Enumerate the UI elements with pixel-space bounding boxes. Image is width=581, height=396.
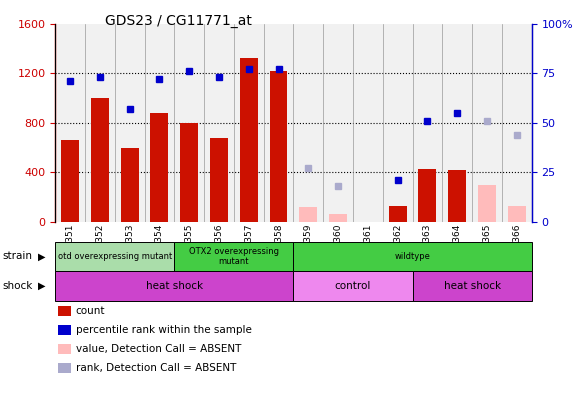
Bar — [204, 24, 234, 222]
Bar — [150, 113, 168, 222]
Text: ▶: ▶ — [38, 281, 45, 291]
Bar — [293, 271, 413, 301]
Bar — [180, 123, 198, 222]
Text: shock: shock — [3, 281, 33, 291]
Bar — [413, 24, 442, 222]
Bar — [121, 147, 139, 222]
Text: heat shock: heat shock — [146, 281, 203, 291]
Text: value, Detection Call = ABSENT: value, Detection Call = ABSENT — [76, 344, 241, 354]
Bar — [449, 170, 466, 222]
Bar — [293, 24, 323, 222]
Bar — [418, 169, 436, 222]
Text: strain: strain — [3, 251, 33, 261]
Bar — [61, 140, 79, 222]
Bar — [442, 24, 472, 222]
Text: ▶: ▶ — [38, 251, 45, 261]
Bar — [55, 271, 293, 301]
Bar — [264, 24, 293, 222]
Text: control: control — [335, 281, 371, 291]
Bar — [472, 24, 502, 222]
Bar — [85, 24, 115, 222]
Bar — [55, 24, 85, 222]
Bar — [389, 206, 407, 222]
Bar — [91, 98, 109, 222]
Bar — [299, 207, 317, 222]
Bar — [383, 24, 413, 222]
Bar — [234, 24, 264, 222]
Bar — [174, 24, 204, 222]
Bar — [55, 242, 174, 271]
Bar — [478, 185, 496, 222]
Bar — [174, 242, 293, 271]
Text: percentile rank within the sample: percentile rank within the sample — [76, 325, 252, 335]
Bar — [329, 214, 347, 222]
Bar — [508, 206, 526, 222]
Bar — [502, 24, 532, 222]
Bar — [413, 271, 532, 301]
Text: GDS23 / CG11771_at: GDS23 / CG11771_at — [105, 14, 252, 28]
Bar — [210, 138, 228, 222]
Bar — [115, 24, 145, 222]
Bar — [240, 58, 258, 222]
Text: OTX2 overexpressing
mutant: OTX2 overexpressing mutant — [189, 247, 279, 266]
Bar — [293, 242, 532, 271]
Text: otd overexpressing mutant: otd overexpressing mutant — [58, 252, 172, 261]
Bar — [323, 24, 353, 222]
Text: heat shock: heat shock — [443, 281, 501, 291]
Bar — [353, 24, 383, 222]
Text: count: count — [76, 306, 105, 316]
Text: wildtype: wildtype — [394, 252, 431, 261]
Bar — [145, 24, 174, 222]
Bar — [270, 71, 288, 222]
Text: rank, Detection Call = ABSENT: rank, Detection Call = ABSENT — [76, 363, 236, 373]
